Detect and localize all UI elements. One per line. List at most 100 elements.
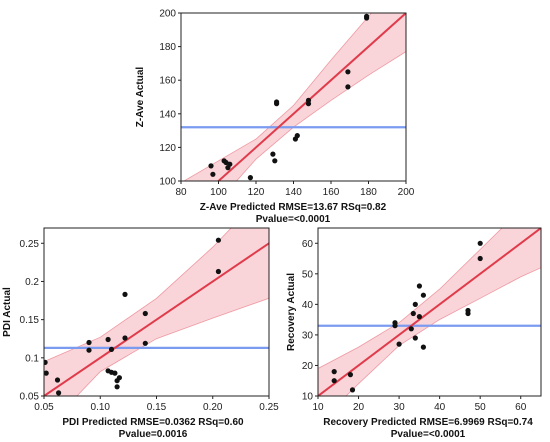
recovery-point-3 xyxy=(349,387,356,393)
pdi-point-2 xyxy=(54,377,61,383)
recovery-point-13 xyxy=(420,344,426,350)
recovery-y-tick-label: 50 xyxy=(302,269,314,280)
recovery-fit-line xyxy=(318,228,541,396)
recovery-point-0 xyxy=(331,378,337,384)
zave-points xyxy=(208,13,370,181)
recovery-x-tick-label: 50 xyxy=(475,402,487,413)
recovery-y-tick-label: 20 xyxy=(302,361,314,372)
recovery-x-tick-label: 60 xyxy=(515,402,527,413)
pdi-point-1 xyxy=(44,370,49,376)
zave-y-tick-label: 200 xyxy=(159,9,176,20)
zave-fit-line xyxy=(217,13,406,181)
recovery-points xyxy=(331,240,483,393)
recovery-x-tick-label: 10 xyxy=(312,402,324,413)
pdi-x-tick-label: 0.15 xyxy=(147,402,167,413)
zave-point-6 xyxy=(247,175,253,181)
zave-point-1 xyxy=(210,171,216,177)
zave-x-tick-label: 80 xyxy=(175,187,187,198)
recovery-point-14 xyxy=(420,292,426,298)
zave-x-tick-label: 140 xyxy=(285,187,302,198)
pdi-point-13 xyxy=(116,375,122,381)
zave-x-tick-label: 120 xyxy=(248,187,265,198)
zave-point-7 xyxy=(270,151,276,157)
recovery-x-axis-title: Recovery Predicted RMSE=6.9969 RSq=0.74 xyxy=(323,417,533,428)
recovery-y-axis-title: Recovery Actual xyxy=(286,273,297,351)
pdi-y-tick-label: 0.25 xyxy=(20,239,40,250)
pdi-point-16 xyxy=(142,310,148,317)
pdi-y-tick-label: 0.1 xyxy=(25,353,39,364)
recovery-point-8 xyxy=(410,310,416,317)
pdi-point-14 xyxy=(122,335,128,341)
recovery-point-2 xyxy=(347,372,353,378)
recovery-point-6 xyxy=(396,341,402,347)
pdi-x-tick-label: 0.20 xyxy=(203,402,223,413)
pdi-point-6 xyxy=(105,336,111,343)
zave-point-12 xyxy=(294,133,300,139)
zave-x-tick-label: 100 xyxy=(210,187,227,198)
pdi-panel: 0.05 0.10 0.15 0.20 0.25 0.05 0.1 0.15 0.2 0.25 P… xyxy=(2,227,280,440)
pdi-x-tick-label: 0.05 xyxy=(34,402,54,413)
pdi-points xyxy=(44,237,221,396)
zave-y-tick-label: 100 xyxy=(159,177,176,188)
recovery-point-16 xyxy=(465,307,471,314)
recovery-x-tick-label: 40 xyxy=(434,402,446,413)
zave-point-16 xyxy=(345,84,351,90)
pdi-point-17 xyxy=(142,340,148,346)
recovery-point-5 xyxy=(392,320,398,326)
recovery-y-tick-label: 30 xyxy=(302,330,314,341)
recovery-x-tick-label: 20 xyxy=(353,402,365,413)
recovery-point-17 xyxy=(477,255,483,262)
pdi-point-3 xyxy=(56,390,62,396)
recovery-point-1 xyxy=(331,369,337,375)
recovery-point-12 xyxy=(416,283,422,289)
zave-x-axis-title: Z-Ave Predicted RMSE=13.67 RSq=0.82 xyxy=(200,202,387,213)
zave-point-14 xyxy=(305,97,312,103)
zave-y-tick-label: 140 xyxy=(159,109,176,120)
recovery-plot-frame xyxy=(317,227,542,397)
pdi-x-tick-label: 0.10 xyxy=(91,402,111,413)
recovery-axis-ticks: 10 20 30 40 50 60 10 20 30 40 50 60 xyxy=(302,239,527,413)
recovery-point-10 xyxy=(412,301,418,307)
pdi-point-9 xyxy=(108,346,115,352)
pdi-point-18 xyxy=(215,268,221,275)
pdi-y-tick-label: 0.15 xyxy=(20,315,40,326)
zave-pvalue: Pvalue=<0.0001 xyxy=(256,214,331,225)
pdi-x-tick-label: 0.25 xyxy=(259,402,279,413)
zave-y-axis-title: Z-Ave Actual xyxy=(135,67,146,128)
zave-point-8 xyxy=(272,158,278,164)
pdi-point-0 xyxy=(44,359,48,365)
recovery-point-7 xyxy=(408,326,414,332)
pdi-point-5 xyxy=(86,347,92,353)
pdi-y-axis-title: PDI Actual xyxy=(2,287,13,337)
zave-point-15 xyxy=(345,69,351,75)
pdi-axis-ticks: 0.05 0.10 0.15 0.20 0.25 0.05 0.1 0.15 0.2 0.25 xyxy=(20,239,280,413)
pdi-point-15 xyxy=(122,291,128,297)
pdi-point-12 xyxy=(114,384,120,390)
pdi-confidence-band xyxy=(44,228,269,396)
recovery-x-tick-label: 30 xyxy=(394,402,406,413)
pdi-point-19 xyxy=(215,237,221,243)
pdi-fit-line xyxy=(44,242,269,396)
zave-point-10 xyxy=(274,99,280,105)
recovery-point-18 xyxy=(477,240,483,246)
zave-y-tick-label: 120 xyxy=(159,143,176,154)
recovery-y-tick-label: 40 xyxy=(302,300,314,311)
pdi-x-axis-title: PDI Predicted RMSE=0.0362 RSq=0.60 xyxy=(62,417,244,428)
pdi-point-4 xyxy=(86,339,92,346)
zave-x-tick-label: 160 xyxy=(323,187,340,198)
recovery-y-tick-label: 60 xyxy=(302,239,314,250)
zave-point-5 xyxy=(227,161,233,167)
recovery-pvalue: Pvalue=<0.0001 xyxy=(391,429,466,440)
zave-x-tick-label: 200 xyxy=(398,187,415,198)
zave-y-tick-label: 160 xyxy=(159,76,176,87)
recovery-point-9 xyxy=(412,335,418,341)
zave-x-tick-label: 180 xyxy=(360,187,377,198)
pdi-point-10 xyxy=(112,370,118,376)
zave-point-18 xyxy=(364,13,370,19)
recovery-point-11 xyxy=(416,314,422,320)
recovery-panel: 10 20 30 40 50 60 10 20 30 40 50 60 Recovery Predic… xyxy=(286,227,542,440)
recovery-y-tick-label: 10 xyxy=(302,392,314,403)
